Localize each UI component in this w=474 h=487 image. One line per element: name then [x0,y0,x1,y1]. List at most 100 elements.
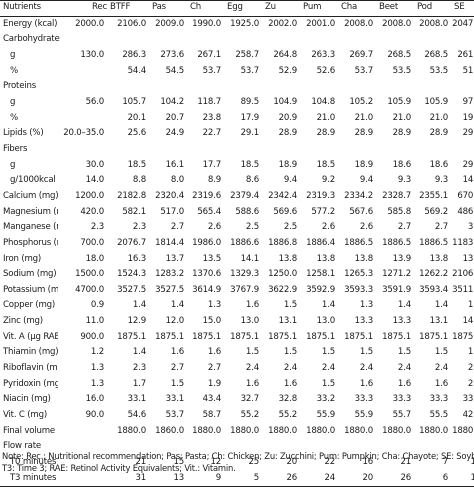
table-cell: 286.3 [122,49,146,60]
table-cell: 1880.0 [344,425,373,436]
table-cell: 2008.0 [344,18,373,29]
table-cell: 267.1 [197,49,221,60]
table-cell: 9.3 [434,175,448,186]
table-cell: 97.3 [462,96,474,107]
table-cell: 1.9 [467,347,474,358]
table-cell: 1880.0 [306,425,335,436]
row-label: Copper (mg) [3,300,56,311]
table-cell: 3622.9 [268,284,297,295]
table-cell: 1.4 [170,300,184,311]
row-label: Manganese (mg) [3,222,58,233]
table-cell: 16.1 [165,159,185,170]
table-cell: 1875.1 [268,331,297,342]
table-cell: 1875.1 [344,331,373,342]
table-cell: 517.0 [160,206,184,217]
table-cell: 13.1 [429,316,449,327]
table-cell: 14.3 [462,316,474,327]
table-cell: 105.9 [387,96,411,107]
table-cell: 18.9 [354,159,374,170]
table-cell: 89.5 [240,96,260,107]
table-row: Proteins [0,79,474,95]
table-cell: 585.8 [387,206,411,217]
table-cell: 2.5 [245,222,259,233]
table-cell: 9.4 [359,175,373,186]
table-cell: 53.7 [354,65,374,76]
table-cell: 3511.8 [452,284,474,295]
table-cell: 13.1 [278,316,298,327]
table-row: g 56.0 105.7 104.2 118.7 89.5 104.9 104.8 105.2 1… [0,95,474,111]
table-cell: 18.6 [392,159,412,170]
table-cell: 1875.1 [452,331,474,342]
table-cell: 1.7 [467,300,474,311]
table-cell: 2008.0 [419,18,448,29]
table-cell: 30.0 [85,159,105,170]
table-cell: 1.6 [170,347,184,358]
table-cell: 1271.2 [382,269,411,280]
table-row: g 130.0 286.3 273.6 267.1 258.7 264.8 263.3 269.… [0,48,474,64]
table-cell: 15.0 [202,316,222,327]
table-cell: 53.7 [240,65,260,76]
table-cell: 1886.5 [382,237,411,248]
table-cell: 28.9 [278,128,298,139]
table-cell: 55.7 [392,410,412,421]
table-cell: 8.8 [132,175,146,186]
table-cell: 2.7 [397,222,411,233]
table-row: g 30.0 18.5 16.1 17.7 18.5 18.9 18.5 18.9 18.6 18.… [0,158,474,174]
row-label: Phosphorus (mg) [3,237,58,248]
row-label: Calcium (mg) [3,190,58,201]
table-cell: 1.6 [245,300,259,311]
table-cell: 26 [286,472,297,483]
table-cell: 1.5 [245,347,259,358]
row-label: Zinc (mg) [3,316,43,327]
table-cell: 9.3 [397,175,411,186]
table-cell: 90.0 [85,410,105,421]
row-label: Carbohydrate [3,34,60,45]
table-cell: 2.4 [321,363,335,374]
table-cell: 55.9 [354,410,374,421]
row-label: Vit. A (µg RAE) [3,331,58,342]
table-cell: 20.9 [278,112,298,123]
table-cell: 2.3 [132,363,146,374]
table-cell: 2000.0 [75,18,104,29]
table-cell: 2002.0 [268,18,297,29]
table-cell: 22 [324,457,335,468]
row-label: Vit. C (mg) [3,410,47,421]
row-label: Energy (kcal) [3,18,58,29]
table-cell: 1.3 [207,300,221,311]
table-cell: 105.7 [122,96,146,107]
table-cell: 8.9 [207,175,221,186]
table-cell: 2.4 [434,363,448,374]
table-cell: 3593.4 [419,284,448,295]
table-cell: 2.7 [170,363,184,374]
table-row: Energy (kcal) 2000.0 2106.0 2009.0 1990.0 192… [0,16,474,32]
table-cell: 54.4 [127,65,147,76]
table-cell: 104.8 [311,96,335,107]
table-cell: 569.2 [424,206,448,217]
table-cell: 1.6 [283,378,297,389]
table-cell: 11 [470,457,474,468]
table-cell: 54.6 [127,410,147,421]
table-cell: 264.8 [273,49,297,60]
table-cell: 1875.1 [382,331,411,342]
row-label: % [10,112,18,123]
table-cell: 14.1 [240,253,260,264]
table-cell: 1370.6 [192,269,221,280]
table-row: Zinc (mg) 11.0 12.9 12.0 15.0 13.0 13.1 13.0 13.… [0,314,474,330]
table-row: Final volume 1880.0 1860.0 1880.0 1880.0 1880… [0,424,474,440]
table-cell: 3591.9 [382,284,411,295]
table-cell: 273.6 [160,49,184,60]
table-cell: 2.4 [397,363,411,374]
table-cell: 1.5 [321,378,335,389]
table-cell: 900.0 [80,331,104,342]
table-cell: 2.9 [467,378,474,389]
table-row: Calcium (mg) 1200.0 2182.8 2320.4 2319.6 2379… [0,189,474,205]
table-cell: 1990.0 [192,18,221,29]
table-cell: 21.0 [316,112,336,123]
row-label: Sodium (mg) [3,269,57,280]
table-row: Vit. A (µg RAE) 900.0 1875.1 1875.1 1875.1 18… [0,330,474,346]
table-cell: 33.3 [354,394,374,405]
table-cell: 4700.0 [75,284,104,295]
table-cell: 13.8 [316,253,336,264]
table-cell: 13.8 [354,253,374,264]
